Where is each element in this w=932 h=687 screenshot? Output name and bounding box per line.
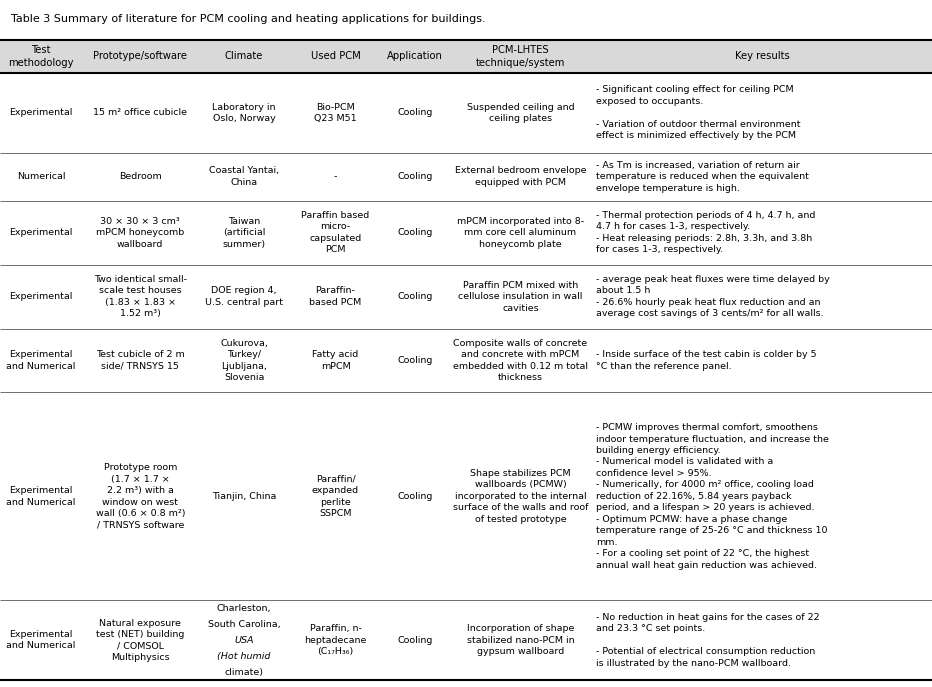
Text: South Carolina,: South Carolina, — [208, 620, 281, 629]
Bar — [0, 264, 932, 328]
Text: Cukurova,
Turkey/
Ljubljana,
Slovenia: Cukurova, Turkey/ Ljubljana, Slovenia — [220, 339, 268, 382]
Text: Natural exposure
test (NET) building
/ COMSOL
Multiphysics: Natural exposure test (NET) building / C… — [96, 618, 185, 662]
Text: 30 × 30 × 3 cm³
mPCM honeycomb
wallboard: 30 × 30 × 3 cm³ mPCM honeycomb wallboard — [96, 216, 185, 249]
Bar — [0, 153, 932, 201]
Text: Prototype/software: Prototype/software — [93, 52, 187, 61]
Text: Paraffin, n-
heptadecane
(C₁₇H₃₆): Paraffin, n- heptadecane (C₁₇H₃₆) — [305, 624, 366, 656]
Text: climate): climate) — [225, 668, 264, 677]
Text: Experimental: Experimental — [9, 109, 73, 117]
Text: Paraffin/
expanded
perlite
SSPCM: Paraffin/ expanded perlite SSPCM — [312, 475, 359, 518]
Text: Numerical: Numerical — [17, 172, 65, 181]
Text: Suspended ceiling and
ceiling plates: Suspended ceiling and ceiling plates — [467, 102, 574, 123]
Bar — [0, 392, 932, 600]
Text: - Significant cooling effect for ceiling PCM
exposed to occupants.

- Variation : - Significant cooling effect for ceiling… — [596, 85, 801, 140]
Text: Key results: Key results — [735, 52, 789, 61]
Text: Experimental
and Numerical: Experimental and Numerical — [7, 630, 75, 651]
Text: Bio-PCM
Q23 M51: Bio-PCM Q23 M51 — [314, 102, 357, 123]
Bar — [0, 600, 932, 680]
Bar — [0, 40, 932, 73]
Text: Paraffin PCM mixed with
cellulose insulation in wall
cavities: Paraffin PCM mixed with cellulose insula… — [459, 280, 582, 313]
Text: Shape stabilizes PCM
wallboards (PCMW)
incorporated to the internal
surface of t: Shape stabilizes PCM wallboards (PCMW) i… — [453, 469, 588, 523]
Text: DOE region 4,
U.S. central part: DOE region 4, U.S. central part — [205, 286, 283, 307]
Text: Table 3 Summary of literature for PCM cooling and heating applications for build: Table 3 Summary of literature for PCM co… — [11, 14, 486, 24]
Text: Climate: Climate — [225, 52, 264, 61]
Text: Test cubicle of 2 m
side/ TRNSYS 15: Test cubicle of 2 m side/ TRNSYS 15 — [96, 350, 185, 371]
Text: Charleston,: Charleston, — [217, 604, 271, 613]
Text: - average peak heat fluxes were time delayed by
about 1.5 h
- 26.6% hourly peak : - average peak heat fluxes were time del… — [596, 275, 830, 318]
Text: Cooling: Cooling — [397, 492, 432, 501]
Text: Taiwan
(artificial
summer): Taiwan (artificial summer) — [223, 216, 266, 249]
Text: Cooling: Cooling — [397, 356, 432, 365]
Text: Experimental
and Numerical: Experimental and Numerical — [7, 486, 75, 506]
Text: Used PCM: Used PCM — [310, 52, 361, 61]
Text: Coastal Yantai,
China: Coastal Yantai, China — [209, 166, 280, 187]
Text: Cooling: Cooling — [397, 109, 432, 117]
Text: mPCM incorporated into 8-
mm core cell aluminum
honeycomb plate: mPCM incorporated into 8- mm core cell a… — [457, 216, 584, 249]
Text: Cooling: Cooling — [397, 635, 432, 644]
Text: - PCMW improves thermal comfort, smoothens
indoor temperature fluctuation, and i: - PCMW improves thermal comfort, smoothe… — [596, 423, 829, 570]
Text: -: - — [334, 172, 337, 181]
Text: Composite walls of concrete
and concrete with mPCM
embedded with 0.12 m total
th: Composite walls of concrete and concrete… — [453, 339, 588, 382]
Text: Experimental: Experimental — [9, 292, 73, 301]
Text: Cooling: Cooling — [397, 228, 432, 237]
Text: Incorporation of shape
stabilized nano-PCM in
gypsum wallboard: Incorporation of shape stabilized nano-P… — [467, 624, 574, 656]
Text: - As Tm is increased, variation of return air
temperature is reduced when the eq: - As Tm is increased, variation of retur… — [596, 161, 809, 192]
Text: (Hot humid: (Hot humid — [217, 652, 271, 661]
Text: Fatty acid
mPCM: Fatty acid mPCM — [312, 350, 359, 371]
Text: USA: USA — [235, 635, 254, 644]
Text: Experimental
and Numerical: Experimental and Numerical — [7, 350, 75, 371]
Bar — [0, 201, 932, 264]
Text: External bedroom envelope
equipped with PCM: External bedroom envelope equipped with … — [455, 166, 586, 187]
Text: PCM-LHTES
technique/system: PCM-LHTES technique/system — [476, 45, 565, 67]
Text: 15 m² office cubicle: 15 m² office cubicle — [93, 109, 187, 117]
Text: Laboratory in
Oslo, Norway: Laboratory in Oslo, Norway — [212, 102, 276, 123]
Text: Prototype room
(1.7 × 1.7 ×
2.2 m³) with a
window on west
wall (0.6 × 0.8 m²)
/ : Prototype room (1.7 × 1.7 × 2.2 m³) with… — [95, 463, 185, 530]
Text: - Inside surface of the test cabin is colder by 5
°C than the reference panel.: - Inside surface of the test cabin is co… — [596, 350, 817, 371]
Text: Tianjin, China: Tianjin, China — [212, 492, 277, 501]
Text: Paraffin-
based PCM: Paraffin- based PCM — [309, 286, 362, 307]
Bar — [0, 328, 932, 392]
Text: Two identical small-
scale test houses
(1.83 × 1.83 ×
1.52 m³): Two identical small- scale test houses (… — [94, 275, 186, 318]
Text: Paraffin based
micro-
capsulated
PCM: Paraffin based micro- capsulated PCM — [301, 211, 370, 254]
Bar — [0, 73, 932, 153]
Text: Cooling: Cooling — [397, 292, 432, 301]
Text: - No reduction in heat gains for the cases of 22
and 23.3 °C set points.

- Pote: - No reduction in heat gains for the cas… — [596, 613, 820, 668]
Text: Bedroom: Bedroom — [119, 172, 161, 181]
Text: Test
methodology: Test methodology — [8, 45, 74, 67]
Text: Experimental: Experimental — [9, 228, 73, 237]
Text: - Thermal protection periods of 4 h, 4.7 h, and
4.7 h for cases 1-3, respectivel: - Thermal protection periods of 4 h, 4.7… — [596, 211, 816, 254]
Text: Application: Application — [387, 52, 443, 61]
Text: Cooling: Cooling — [397, 172, 432, 181]
